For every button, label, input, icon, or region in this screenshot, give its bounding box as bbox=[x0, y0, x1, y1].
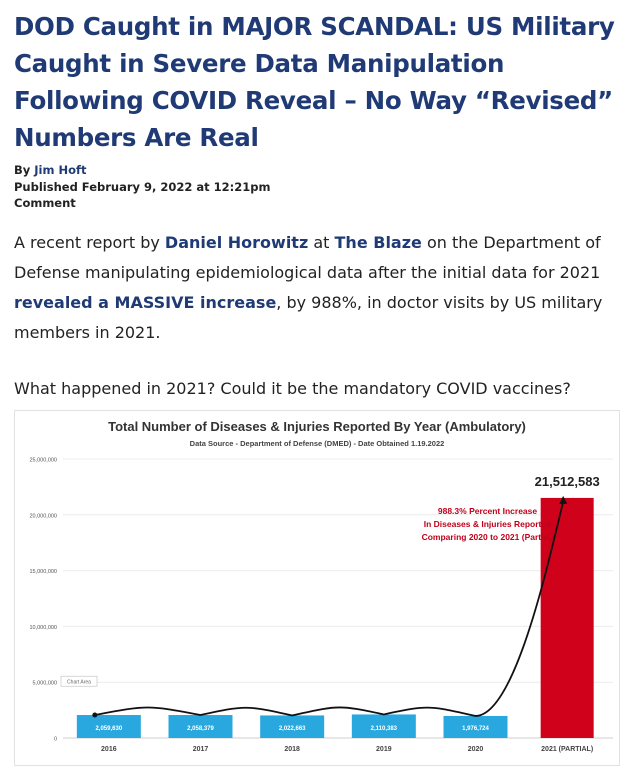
y-tick-label: 15,000,000 bbox=[29, 569, 57, 575]
article-meta: By Jim Hoft Published February 9, 2022 a… bbox=[14, 162, 622, 212]
p1-text-3: on the Department of Defense manipulatin… bbox=[14, 232, 601, 282]
y-axis: 0 5,000,000 10,000,000 15,000,000 20,000,000… bbox=[29, 458, 98, 743]
chart-area-tag: Chart Area bbox=[67, 680, 91, 686]
bar-2018 bbox=[260, 715, 325, 738]
published-date: Published February 9, 2022 at 12:21pm bbox=[14, 179, 271, 194]
bar-value-label: 2,110,383 bbox=[371, 726, 398, 732]
x-tick-label: 2019 bbox=[376, 746, 392, 753]
p1-text-4: , by 988%, in doctor visits by US milita… bbox=[14, 292, 603, 342]
y-tick-label: 20,000,000 bbox=[29, 513, 57, 519]
bar-value-label: 2,022,663 bbox=[279, 726, 306, 732]
annotation-line: Comparing 2020 to 2021 (Partial) bbox=[422, 532, 554, 542]
article: DOD Caught in MAJOR SCANDAL: US Military… bbox=[14, 8, 622, 401]
gridlines bbox=[63, 458, 613, 739]
bar-labels: 2,059,630 2,058,379 2,022,663 2,110,383 1,97… bbox=[95, 474, 599, 732]
bar-chart: Total Number of Diseases & Injuries Repo… bbox=[29, 419, 613, 753]
y-tick-label: 0 bbox=[54, 737, 57, 743]
bar-2016 bbox=[76, 715, 141, 738]
y-tick-label: 5,000,000 bbox=[33, 681, 57, 687]
bar-2019 bbox=[351, 714, 416, 738]
annotation: 988.3% Percent Increase In Diseases & Inj… bbox=[422, 506, 554, 542]
link-daniel-horowitz[interactable]: Daniel Horowitz bbox=[164, 232, 309, 252]
link-the-blaze[interactable]: The Blaze bbox=[334, 232, 422, 252]
x-tick-label: 2021 (PARTIAL) bbox=[541, 746, 593, 753]
chart-title: Total Number of Diseases & Injuries Repo… bbox=[108, 419, 526, 434]
trend-line bbox=[92, 495, 568, 718]
byline: By Jim Hoft bbox=[14, 162, 622, 179]
chart-subtitle: Data Source - Department of Defense (DME… bbox=[190, 439, 445, 448]
headline: DOD Caught in MAJOR SCANDAL: US Military… bbox=[14, 12, 615, 152]
x-tick-label: 2020 bbox=[468, 746, 484, 753]
trend-arrowhead bbox=[559, 495, 568, 504]
x-tick-label: 2018 bbox=[284, 746, 300, 753]
bar-value-label: 2,059,630 bbox=[95, 726, 122, 732]
paragraph-2: What happened in 2021? Could it be the m… bbox=[14, 378, 571, 398]
author-link[interactable]: Jim Hoft bbox=[34, 163, 87, 177]
chart-image: Total Number of Diseases & Injuries Repo… bbox=[14, 410, 620, 766]
chart-area-tag-box bbox=[60, 675, 98, 687]
p1-text-1: A recent report by bbox=[14, 232, 165, 252]
trend-start-dot bbox=[92, 712, 98, 718]
annotation-line: 988.3% Percent Increase bbox=[438, 506, 538, 516]
bar-value-label: 2,058,379 bbox=[187, 726, 214, 732]
comment-link[interactable]: Comment bbox=[14, 196, 76, 210]
y-tick-label: 10,000,000 bbox=[29, 625, 57, 631]
paragraph-1: A recent report by Daniel Horowitz at Th… bbox=[14, 228, 622, 348]
x-tick-label: 2016 bbox=[101, 746, 117, 753]
x-tick-label: 2017 bbox=[193, 746, 209, 753]
annotation-line: In Diseases & Injuries Reported bbox=[424, 519, 552, 529]
bars bbox=[76, 497, 594, 738]
bar-2017 bbox=[168, 715, 233, 738]
y-tick-label: 25,000,000 bbox=[29, 458, 57, 464]
trend-curve bbox=[94, 501, 565, 717]
link-massive-increase[interactable]: revealed a MASSIVE increase bbox=[14, 292, 277, 312]
p1-text-2: at bbox=[308, 232, 335, 252]
byline-prefix: By bbox=[14, 163, 35, 177]
bar-2020 bbox=[443, 715, 508, 738]
bar-value-label: 1,976,724 bbox=[462, 726, 489, 732]
bar-value-label: 21,512,583 bbox=[535, 474, 600, 489]
bar-2021 bbox=[540, 497, 594, 738]
x-axis: 2016 2017 2018 2019 2020 2021 (PARTIAL) bbox=[101, 746, 593, 753]
